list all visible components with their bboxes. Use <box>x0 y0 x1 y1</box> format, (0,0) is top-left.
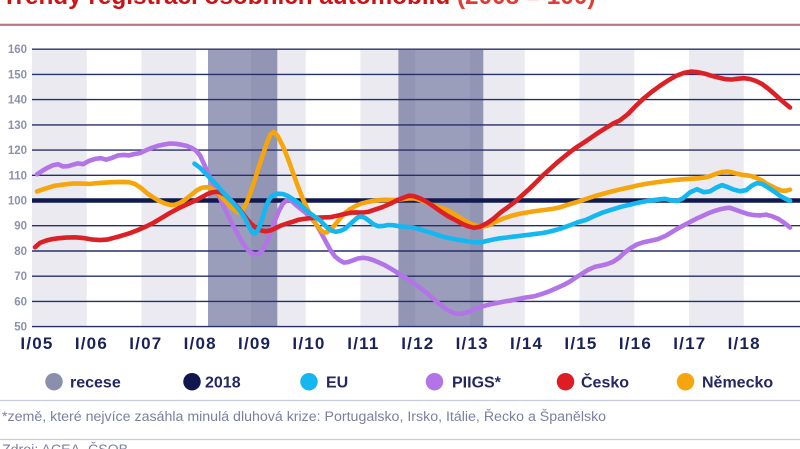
svg-text:120: 120 <box>8 145 27 157</box>
svg-text:Trendy registrací osobních aut: Trendy registrací osobních automobilů (2… <box>2 0 595 10</box>
svg-text:I/18: I/18 <box>728 334 761 353</box>
svg-text:PIIGS*: PIIGS* <box>452 375 502 392</box>
svg-text:EU: EU <box>326 375 348 392</box>
svg-text:I/06: I/06 <box>75 334 108 353</box>
svg-text:100: 100 <box>8 196 27 208</box>
svg-text:I/17: I/17 <box>673 334 706 353</box>
svg-text:I/05: I/05 <box>20 334 53 353</box>
svg-text:110: 110 <box>8 170 27 182</box>
svg-text:I/10: I/10 <box>292 334 325 353</box>
svg-text:I/16: I/16 <box>619 334 652 353</box>
svg-text:*země, které nejvíce zasáhla m: *země, které nejvíce zasáhla minulá dluh… <box>2 408 606 425</box>
svg-text:140: 140 <box>8 95 27 107</box>
svg-text:recese: recese <box>70 375 121 392</box>
svg-text:80: 80 <box>14 246 27 258</box>
svg-text:Zdroj: ACEA, ČSOB: Zdroj: ACEA, ČSOB <box>2 441 128 449</box>
svg-text:I/14: I/14 <box>510 334 543 353</box>
svg-text:Německo: Německo <box>702 375 773 392</box>
svg-text:70: 70 <box>14 271 27 283</box>
svg-text:50: 50 <box>14 322 27 334</box>
svg-text:I/13: I/13 <box>456 334 489 353</box>
svg-text:90: 90 <box>14 221 27 233</box>
svg-text:2018: 2018 <box>205 375 241 392</box>
svg-text:I/08: I/08 <box>184 334 217 353</box>
svg-text:150: 150 <box>8 69 27 81</box>
svg-text:130: 130 <box>8 120 27 132</box>
svg-text:160: 160 <box>8 44 27 56</box>
svg-text:I/09: I/09 <box>238 334 271 353</box>
svg-text:I/15: I/15 <box>564 334 597 353</box>
svg-text:60: 60 <box>14 296 27 308</box>
svg-text:I/07: I/07 <box>129 334 162 353</box>
svg-text:Česko: Česko <box>581 373 629 392</box>
svg-text:I/11: I/11 <box>347 334 379 353</box>
svg-text:I/12: I/12 <box>401 334 434 353</box>
